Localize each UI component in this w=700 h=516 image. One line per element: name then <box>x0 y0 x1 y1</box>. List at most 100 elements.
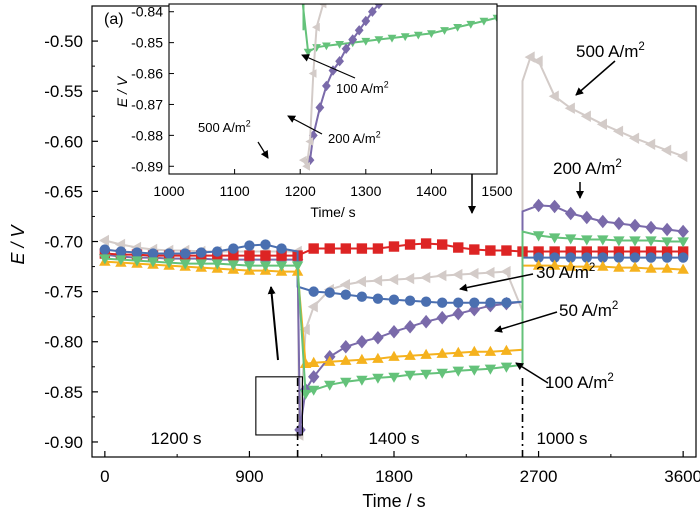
series-2002-a-m2-point <box>388 325 400 339</box>
series-1002-a-m2-point <box>597 235 609 246</box>
inset-x-tick-label: 1400 <box>416 183 447 199</box>
series-2002-a-m2-point <box>629 218 641 233</box>
series-302-a-m2 <box>99 239 689 308</box>
inset-series-1002-a-m2-point <box>440 27 449 35</box>
inset-background <box>169 4 497 174</box>
series-302-a-m2-point <box>645 252 657 263</box>
series-02-a-m2-point <box>276 250 287 261</box>
inset-series-1002-a-m2-point <box>479 17 489 26</box>
main-y-tick-label: -0.65 <box>44 182 83 201</box>
series-302-a-m2-point <box>661 252 673 263</box>
series-02-a-m2-point <box>356 243 368 254</box>
series-302-a-m2-point <box>549 252 560 263</box>
series-5002-a-m2-point <box>436 269 447 282</box>
series-502-a-m2-point <box>597 260 609 271</box>
series-1002-a-m2-point <box>677 237 689 248</box>
series-2002-a-m2-point <box>468 302 480 317</box>
series-302-a-m2-point <box>629 252 641 263</box>
series-1002-a-m2-point <box>340 377 352 388</box>
inset-series-1002-a-m2-point <box>427 30 436 38</box>
series-302-a-m2-point <box>260 239 271 250</box>
inset-series-1002-a-m2-point <box>492 14 497 23</box>
series-2002-a-m2-point <box>613 216 625 231</box>
inset-series-5002-a-m2-point <box>312 22 320 32</box>
inset-y-tick-label: -0.85 <box>131 35 163 51</box>
series-1002-a-m2-point <box>324 380 336 391</box>
series-5002-a-m2-point <box>404 272 415 285</box>
series-502-a-m2-point <box>629 261 641 272</box>
series-5002-a-m2-point <box>596 118 607 130</box>
series-02-a-m2-point <box>260 250 271 261</box>
main-y-tick-label: -0.70 <box>44 233 83 252</box>
inset-panel-label: (a) <box>104 11 124 28</box>
inset-x-tick-label: 1200 <box>285 183 316 199</box>
series-1002-a-m2-point <box>259 261 272 272</box>
series-302-a-m2-point <box>501 297 512 308</box>
inset-series-2002-a-m2-point <box>315 102 325 113</box>
series-02-a-m2-point <box>388 241 400 252</box>
series-302-a-m2-point <box>565 252 576 263</box>
series-02-a-m2-point <box>549 246 560 257</box>
series-302-a-m2-line <box>104 243 684 304</box>
series-5002-a-m2-point <box>524 51 535 63</box>
series-label-1002: 100 A/m2 <box>545 372 614 392</box>
series-302-a-m2-point <box>99 244 111 255</box>
series-502-a-m2-point <box>484 345 497 356</box>
inset-series-5002-a-m2-point <box>308 69 317 78</box>
series-02-a-m2-point <box>581 246 592 257</box>
series-502-a-m2-point <box>388 350 400 361</box>
series-2002-a-m2-point <box>356 335 368 349</box>
series-5002-a-m2-point <box>612 125 624 137</box>
inset-series-1002-a-m2-point <box>335 41 344 49</box>
series-1002-a-m2 <box>99 230 689 400</box>
inset-series-2002-a-m2-point <box>322 80 331 92</box>
series-302-a-m2-point <box>308 286 319 297</box>
main-x-tick-label: 2700 <box>520 467 558 486</box>
series-5002-a-m2-point <box>484 266 495 279</box>
series-5002-a-m2-point <box>468 267 479 280</box>
series-302-a-m2-point <box>115 246 127 257</box>
series-302-a-m2-point <box>179 248 191 259</box>
series-5002-a-m2-point <box>532 55 543 67</box>
series-1002-a-m2-point <box>227 260 240 271</box>
series-label-arrow <box>459 273 534 292</box>
series-302-a-m2-point <box>372 293 384 304</box>
main-x-tick-label: 1800 <box>375 467 413 486</box>
series-1002-a-m2-point <box>356 375 368 386</box>
series-2002-a-m2-point <box>372 331 384 345</box>
series-2002-a-m2-line <box>104 204 684 431</box>
inset-y-tick-label: -0.86 <box>131 66 163 82</box>
series-1002-a-m2-point <box>243 261 256 272</box>
series-302-a-m2-point <box>613 252 625 263</box>
series-302-a-m2-point <box>533 252 544 263</box>
series-1002-a-m2-point <box>613 236 625 247</box>
series-2002-a-m2-point <box>581 210 593 225</box>
main-y-tick-label: -0.60 <box>44 132 83 151</box>
series-label-502: 50 A/m2 <box>559 300 618 320</box>
inset-series-2002-a-m2-point <box>341 43 351 54</box>
inset-label-arrow <box>301 54 356 79</box>
stage-label: 1200 s <box>150 429 201 448</box>
series-302-a-m2-point <box>340 289 352 300</box>
series-02-a-m2-point <box>613 246 625 257</box>
inset-series-2002-a-m2-point <box>348 34 358 45</box>
series-02-a-m2-point <box>661 246 673 257</box>
inset-series-1002-a-m2-point <box>303 48 313 57</box>
main-x-axis-label: Time / s <box>362 491 425 511</box>
series-302-a-m2-point <box>212 246 223 257</box>
series-1002-a-m2-point <box>291 261 304 272</box>
series-302-a-m2-point <box>485 297 496 308</box>
series-302-a-m2-point <box>324 287 335 298</box>
series-5002-a-m2-point <box>661 144 672 156</box>
series-1002-a-m2-point <box>565 234 577 245</box>
series-302-a-m2-point <box>581 252 592 263</box>
series-1002-a-m2-point <box>532 231 545 242</box>
series-502-a-m2-point <box>452 346 464 357</box>
series-2002-a-m2-point <box>548 199 561 214</box>
series-502-a-m2-point <box>548 259 561 270</box>
series-2002-a-m2-point <box>308 370 320 384</box>
inset-series-label-2: 500 A/m2 <box>198 119 251 135</box>
series-502-a-m2-point <box>340 354 352 365</box>
series-502-a-m2-point <box>324 355 336 366</box>
